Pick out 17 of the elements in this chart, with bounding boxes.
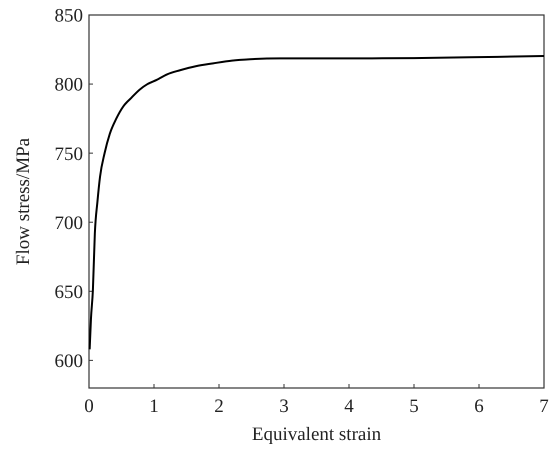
x-tick-label: 2 [214, 396, 224, 417]
x-tick-label: 0 [84, 396, 94, 417]
y-tick-label: 650 [54, 282, 83, 303]
x-axis-title: Equivalent strain [252, 424, 382, 445]
y-tick-label: 850 [54, 6, 83, 27]
x-tick-label: 7 [539, 396, 549, 417]
x-tick-label: 3 [279, 396, 289, 417]
y-tick-label: 750 [54, 144, 83, 165]
line-series [88, 55, 545, 350]
y-tick-label: 600 [54, 351, 83, 372]
y-axis-title: Flow stress/MPa [13, 137, 34, 266]
x-tick-label: 6 [474, 396, 484, 417]
x-tick-label: 4 [344, 396, 354, 417]
y-tick-label: 800 [54, 74, 83, 96]
y-tick-label: 700 [54, 212, 83, 234]
x-tick-label: 1 [149, 396, 159, 417]
x-tick-label: 5 [409, 396, 419, 417]
